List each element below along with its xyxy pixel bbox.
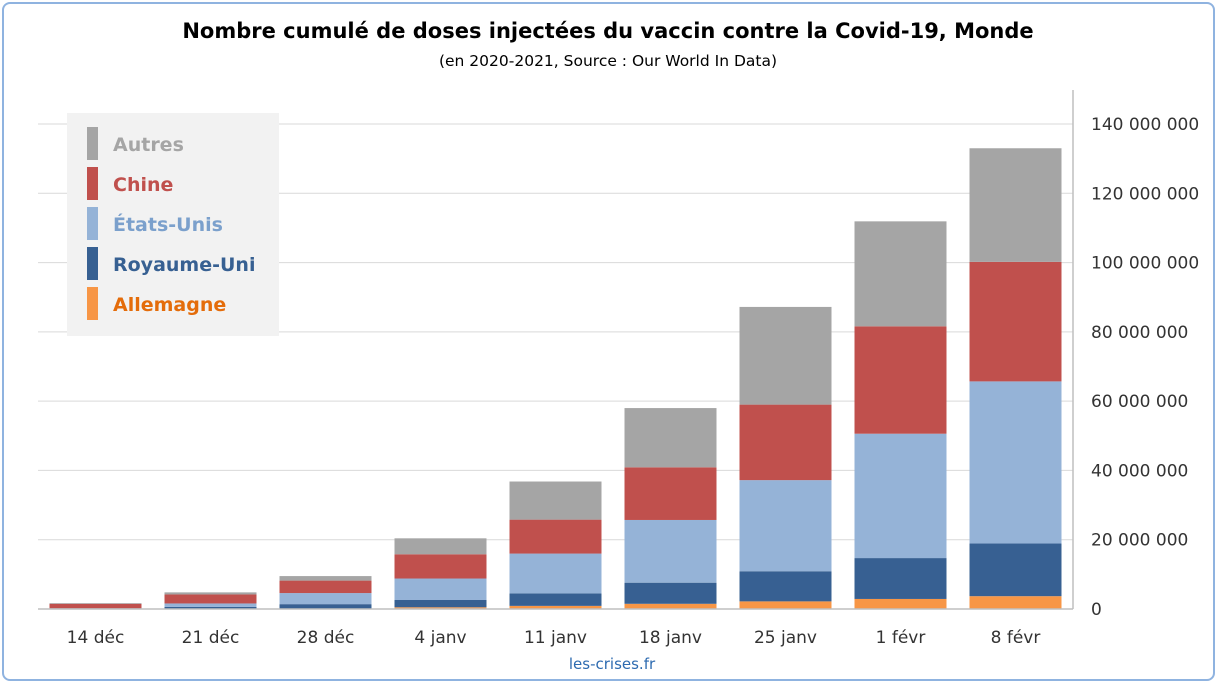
legend-label: Autres: [113, 134, 184, 156]
legend-label: États-Unis: [113, 213, 223, 236]
bar-segment-royaume-uni: [394, 599, 487, 608]
y-tick-label: 60 000 000: [1091, 392, 1188, 412]
bar-segment-allemagne: [854, 598, 947, 609]
bar-segment-chine: [509, 519, 602, 554]
chart-subtitle: (en 2020-2021, Source : Our World In Dat…: [439, 52, 777, 70]
bar-segment-royaume-uni: [509, 593, 602, 606]
bar-segment-autres: [394, 538, 487, 555]
bar-segment-allemagne: [509, 605, 602, 609]
bar-segment--tats-unis: [279, 593, 372, 605]
bar-segment-royaume-uni: [969, 543, 1062, 597]
bar-segment-allemagne: [624, 603, 717, 609]
bar-segment-allemagne: [969, 596, 1062, 609]
chart-title: Nombre cumulé de doses injectées du vacc…: [182, 19, 1033, 43]
bar-segment-autres: [969, 148, 1062, 262]
bar-segment-autres: [739, 306, 832, 405]
x-tick-labels: 14 déc 21 déc 28 déc 4 janv 11 janv 18 janv 25…: [67, 628, 1041, 648]
legend-label: Allemagne: [113, 294, 226, 316]
x-tick-label: 18 janv: [639, 628, 702, 648]
bar-segment-allemagne: [394, 607, 487, 609]
bar-segment-chine: [739, 404, 832, 481]
bar-segment--tats-unis: [854, 433, 947, 559]
bar-segment-chine: [969, 261, 1062, 382]
x-tick-label: 8 févr: [991, 628, 1041, 648]
bar-segment-chine: [854, 326, 947, 434]
bar-segment-allemagne: [739, 601, 832, 609]
bar-segment-chine: [279, 580, 372, 594]
bar-segment-autres: [854, 221, 947, 327]
legend-box: [67, 113, 279, 336]
x-tick-label: 1 févr: [876, 628, 926, 648]
legend-swatch: [87, 247, 98, 280]
bars: [49, 148, 1062, 609]
x-tick-label: 4 janv: [414, 628, 466, 648]
y-tick-label: 140 000 000: [1091, 115, 1199, 135]
legend: Autres Chine États-Unis Royaume-Uni Allemagn…: [67, 113, 279, 336]
y-tick-label: 120 000 000: [1091, 184, 1199, 204]
bar-segment--tats-unis: [509, 553, 602, 594]
bar-segment--tats-unis: [164, 603, 257, 607]
bar-segment-royaume-uni: [624, 582, 717, 604]
y-tick-label: 40 000 000: [1091, 461, 1188, 481]
x-tick-label: 21 déc: [182, 628, 240, 648]
bar-segment--tats-unis: [739, 480, 832, 572]
bar-segment-royaume-uni: [854, 558, 947, 599]
x-tick-label: 14 déc: [67, 628, 125, 648]
x-tick-label: 25 janv: [754, 628, 817, 648]
bar-segment-chine: [624, 467, 717, 520]
bar-segment--tats-unis: [969, 381, 1062, 544]
bar-segment-royaume-uni: [279, 604, 372, 609]
y-tick-label: 100 000 000: [1091, 254, 1199, 274]
legend-swatch: [87, 287, 98, 320]
bar-segment--tats-unis: [624, 519, 717, 583]
axes: [38, 90, 1074, 610]
bar-segment-autres: [49, 603, 142, 604]
bar-segment-autres: [509, 481, 602, 520]
bar-segment-autres: [164, 592, 257, 595]
legend-swatch: [87, 167, 98, 200]
y-tick-label: 0: [1091, 600, 1102, 620]
bar-segment-chine: [164, 594, 257, 604]
y-tick-label: 20 000 000: [1091, 531, 1188, 551]
bar-segment-chine: [49, 603, 142, 609]
bar-segment-royaume-uni: [739, 571, 832, 602]
bar-segment-royaume-uni: [164, 606, 257, 609]
y-tick-labels: 0 20 000 000 40 000 000 60 000 000 80 000 00…: [1091, 115, 1199, 620]
x-tick-label: 28 déc: [297, 628, 355, 648]
bar-segment-autres: [279, 576, 372, 581]
legend-swatch: [87, 127, 98, 160]
source-footer: les-crises.fr: [569, 655, 656, 673]
bar-segment-autres: [624, 408, 717, 468]
legend-swatch: [87, 207, 98, 240]
bar-segment--tats-unis: [394, 578, 487, 600]
y-tick-label: 80 000 000: [1091, 323, 1188, 343]
legend-label: Chine: [113, 174, 173, 196]
bar-segment-chine: [394, 554, 487, 579]
legend-label: Royaume-Uni: [113, 254, 255, 276]
x-tick-label: 11 janv: [524, 628, 587, 648]
